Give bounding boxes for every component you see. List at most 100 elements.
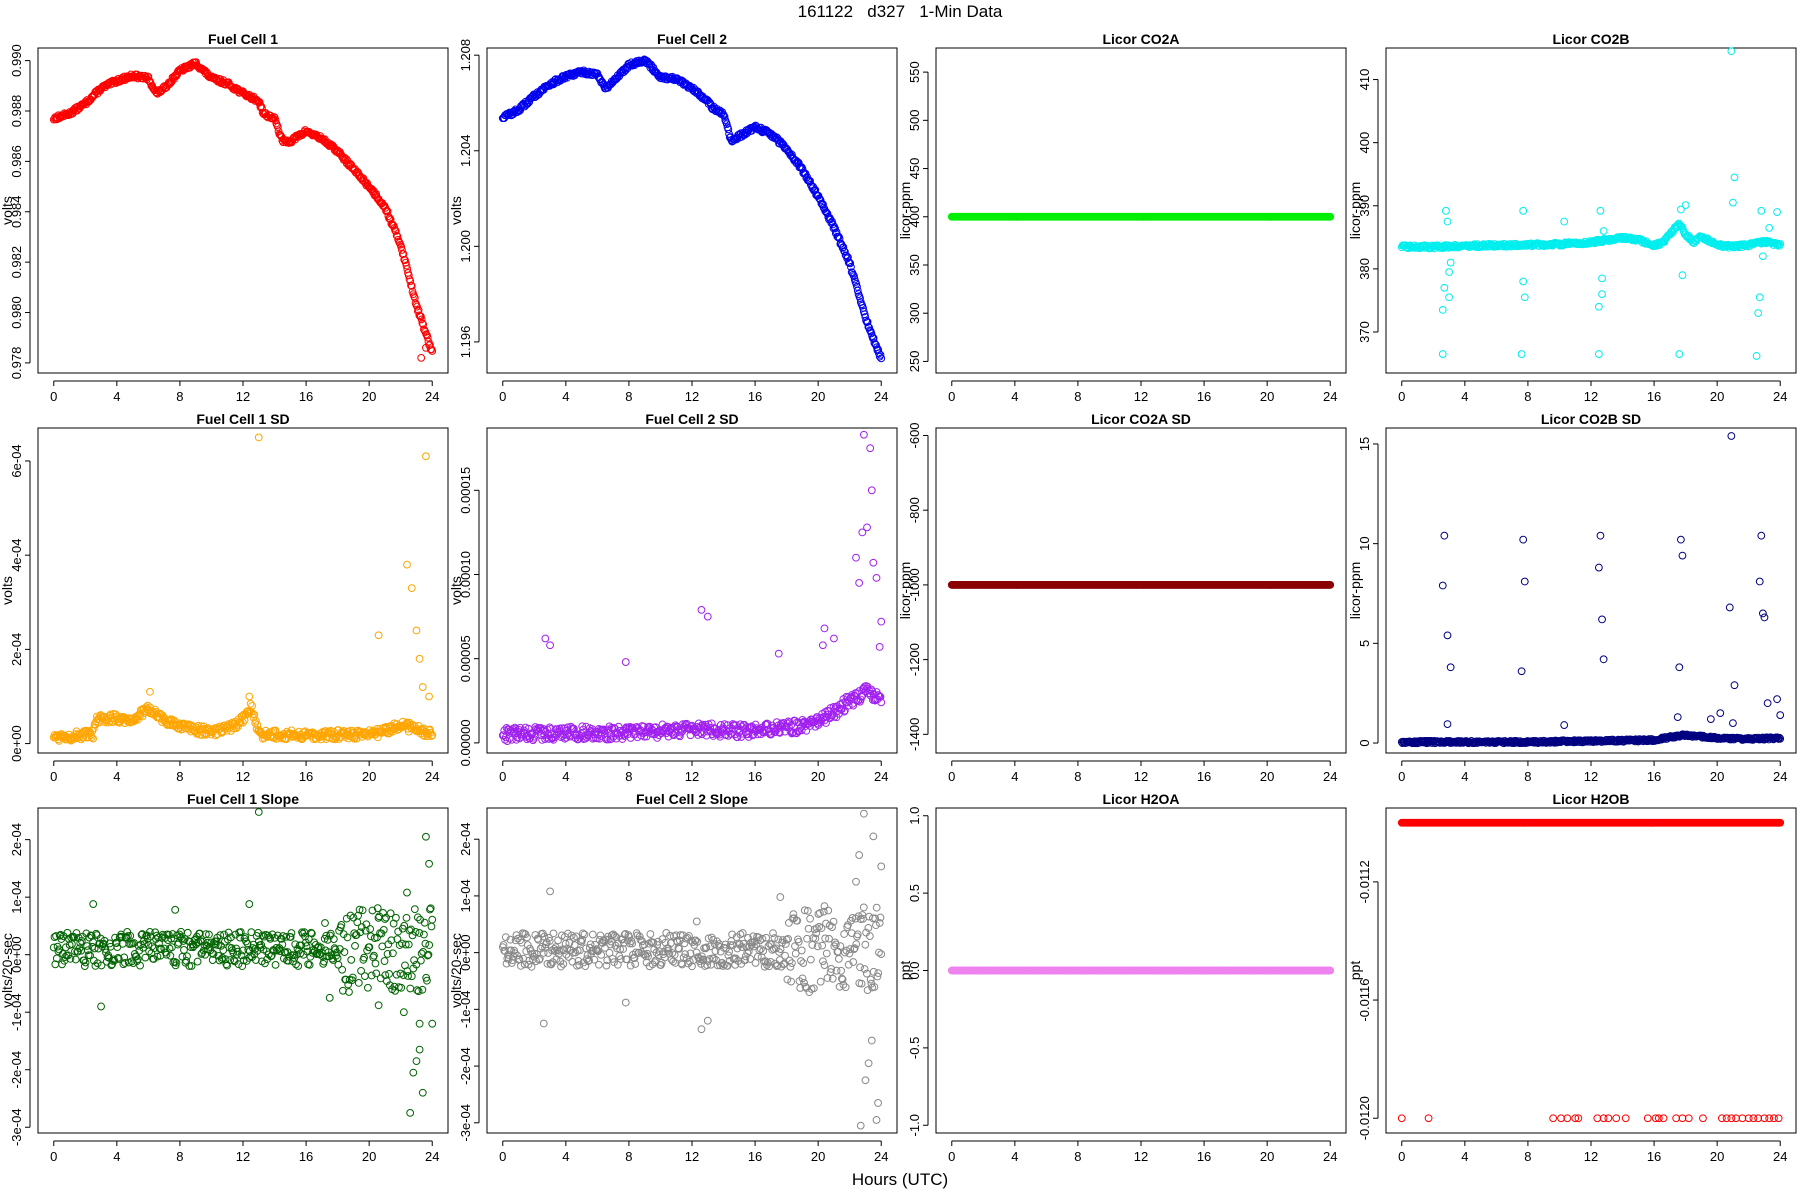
data-point — [402, 913, 411, 922]
y-tick-label: -800 — [907, 497, 922, 523]
outlier-point — [406, 1108, 415, 1117]
x-tick-label: 12 — [1584, 769, 1598, 784]
data-point — [383, 207, 392, 216]
data-point — [351, 941, 359, 950]
outlier-point — [417, 353, 426, 362]
outlier-point — [1594, 302, 1603, 311]
outlier-point — [1596, 206, 1605, 215]
series-points — [498, 55, 886, 363]
x-tick-label: 12 — [1134, 389, 1148, 404]
y-axis-label: volts — [0, 576, 15, 605]
outlier-point — [399, 1008, 408, 1017]
y-tick-label: -1000 — [907, 568, 922, 601]
outlier-point — [1730, 173, 1739, 182]
outlier-point — [418, 1088, 427, 1097]
y-tick-label: 1.208 — [458, 39, 473, 72]
outlier-point — [703, 612, 712, 621]
y-tick-label: 0.00000 — [458, 719, 473, 766]
y-tick-label: -1200 — [907, 643, 922, 676]
outlier-point — [412, 1057, 421, 1065]
outlier-point — [1438, 305, 1447, 314]
y-tick-label: 0.00010 — [458, 551, 473, 598]
data-point — [391, 913, 400, 922]
x-tick-label: 24 — [1773, 389, 1787, 404]
x-tick-label: 0 — [1398, 389, 1405, 404]
panel-title: Fuel Cell 1 Slope — [187, 791, 299, 807]
data-point — [815, 194, 824, 203]
data-point — [193, 957, 202, 966]
outlier-point — [875, 643, 884, 651]
outlier-point — [171, 905, 180, 914]
y-tick-label: 1.204 — [458, 134, 473, 167]
data-point — [386, 215, 395, 224]
y-tick-label: 0e+00 — [9, 936, 24, 973]
x-tick-label: 8 — [1524, 769, 1531, 784]
x-tick-label: 20 — [362, 1149, 376, 1164]
data-point — [621, 66, 630, 75]
y-tick-label: 390 — [1357, 195, 1372, 217]
outlier-point — [409, 1068, 418, 1077]
data-point — [428, 347, 437, 355]
data-point — [380, 957, 389, 965]
y-tick-label: 2e-04 — [458, 823, 473, 856]
outlier-point — [1678, 271, 1687, 280]
x-tick-label: 8 — [625, 389, 632, 404]
outlier-point — [422, 343, 430, 352]
data-point — [421, 939, 430, 948]
outlier-point — [1445, 268, 1453, 276]
data-point — [425, 941, 434, 949]
data-point — [847, 263, 855, 271]
x-tick-label: 4 — [1011, 389, 1018, 404]
outlier-point — [374, 1001, 383, 1010]
y-axis-label: licor-ppm — [1347, 562, 1363, 620]
outlier-point — [403, 888, 411, 897]
x-tick-label: 4 — [562, 1149, 569, 1164]
data-point — [722, 120, 731, 129]
outlier-point — [1446, 663, 1455, 672]
outlier-point — [254, 433, 263, 442]
data-point — [275, 130, 284, 139]
data-point — [864, 322, 873, 331]
y-tick-label: 450 — [907, 158, 922, 180]
data-point — [877, 354, 886, 363]
x-tick-label: 24 — [1323, 769, 1337, 784]
y-tick-label: 400 — [1357, 132, 1372, 154]
data-point — [273, 123, 282, 131]
outlier-point — [245, 692, 254, 701]
series-points — [947, 580, 1335, 589]
outlier-point — [1716, 709, 1725, 718]
panel-title: Fuel Cell 2 SD — [645, 411, 738, 427]
panel-title: Fuel Cell 2 — [657, 31, 727, 47]
y-tick-label: 6e-04 — [9, 444, 24, 477]
data-point — [417, 315, 426, 324]
x-tick-label: 8 — [1524, 389, 1531, 404]
plot-frame — [486, 47, 898, 374]
x-tick-label: 0 — [1398, 769, 1405, 784]
outlier-point — [425, 859, 433, 868]
x-tick-label: 20 — [1710, 389, 1724, 404]
x-tick-label: 16 — [1647, 769, 1661, 784]
outlier-point — [1755, 577, 1764, 586]
panel-title: Fuel Cell 1 — [208, 31, 278, 47]
outlier-point — [407, 584, 416, 593]
outlier-point — [1598, 290, 1606, 299]
y-tick-label: 0.980 — [9, 296, 24, 329]
data-point — [423, 333, 432, 342]
outlier-point — [1725, 603, 1734, 612]
outlier-point — [1438, 350, 1447, 358]
y-tick-label: 350 — [907, 254, 922, 276]
outlier-point — [412, 626, 421, 635]
outlier-point — [877, 617, 886, 626]
y-tick-label: 1e-04 — [458, 879, 473, 912]
panel-title: Licor CO2A — [1102, 31, 1179, 47]
y-axis-label: licor-ppm — [897, 182, 913, 240]
outlier-point — [866, 444, 875, 453]
x-tick-label: 8 — [176, 1149, 183, 1164]
plot-frame — [935, 47, 1347, 374]
x-tick-label: 4 — [562, 769, 569, 784]
outlier-point — [254, 808, 263, 816]
x-tick-label: 0 — [50, 769, 57, 784]
data-point — [853, 286, 862, 295]
data-point — [420, 930, 428, 939]
